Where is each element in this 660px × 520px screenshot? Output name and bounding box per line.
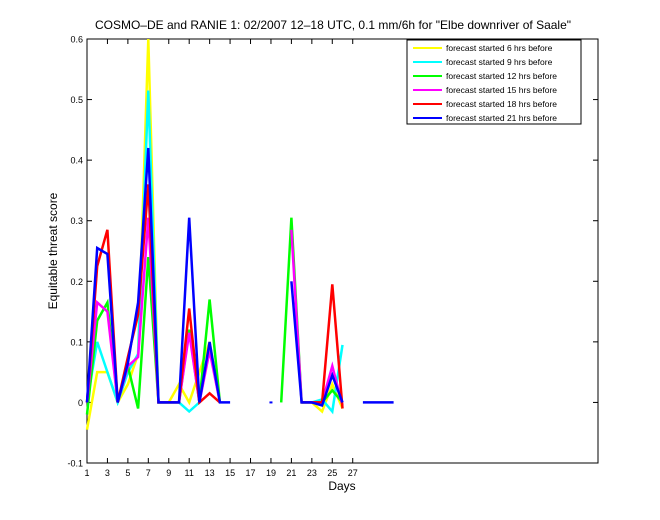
y-axis-label: Equitable threat score: [46, 192, 60, 309]
x-tick-label: 13: [205, 468, 215, 478]
series-line-6: [290, 281, 344, 408]
y-tick-label: 0.1: [70, 337, 83, 347]
x-tick-label: 19: [266, 468, 276, 478]
legend: forecast started 6 hrs before forecast st…: [406, 39, 582, 125]
y-tick-label: 0.4: [70, 156, 83, 166]
x-tick-label: 25: [327, 468, 337, 478]
y-tick-label: 0.5: [70, 95, 83, 105]
y-tick-label: 0.2: [70, 277, 83, 287]
axis-ticks: -0.100.10.20.30.40.50.61 3 5 7 9 11 13 15 17 19 21…: [67, 35, 598, 478]
x-tick-label: 5: [125, 468, 130, 478]
x-tick-label: 3: [105, 468, 110, 478]
legend-box: [406, 39, 582, 125]
y-tick-label: 0.3: [70, 216, 83, 226]
x-tick-label: 27: [348, 468, 358, 478]
y-tick-label: 0.6: [70, 35, 83, 45]
x-tick-label: 1: [84, 468, 89, 478]
x-axis-label: Days: [328, 479, 355, 493]
y-tick-label: -0.1: [67, 459, 83, 469]
x-tick-label: 7: [146, 468, 151, 478]
x-tick-label: 17: [246, 468, 256, 478]
legend-label: forecast started 15 hrs before: [446, 85, 557, 95]
legend-label: forecast started 12 hrs before: [446, 71, 557, 81]
chart-title: COSMO–DE and RANIE 1: 02/2007 12–18 UTC,…: [95, 18, 571, 32]
series-lines: [85, 38, 394, 430]
legend-label: forecast started 18 hrs before: [446, 99, 557, 109]
x-tick-label: 11: [185, 468, 194, 478]
y-tick-label: 0: [78, 398, 83, 408]
legend-label: forecast started 9 hrs before: [446, 57, 553, 67]
legend-label: forecast started 6 hrs before: [446, 43, 553, 53]
x-tick-label: 15: [225, 468, 235, 478]
series-line-6: [85, 147, 231, 404]
x-tick-label: 23: [307, 468, 317, 478]
legend-label: forecast started 21 hrs before: [446, 113, 557, 123]
x-tick-label: 21: [286, 468, 296, 478]
x-tick-label: 9: [166, 468, 171, 478]
